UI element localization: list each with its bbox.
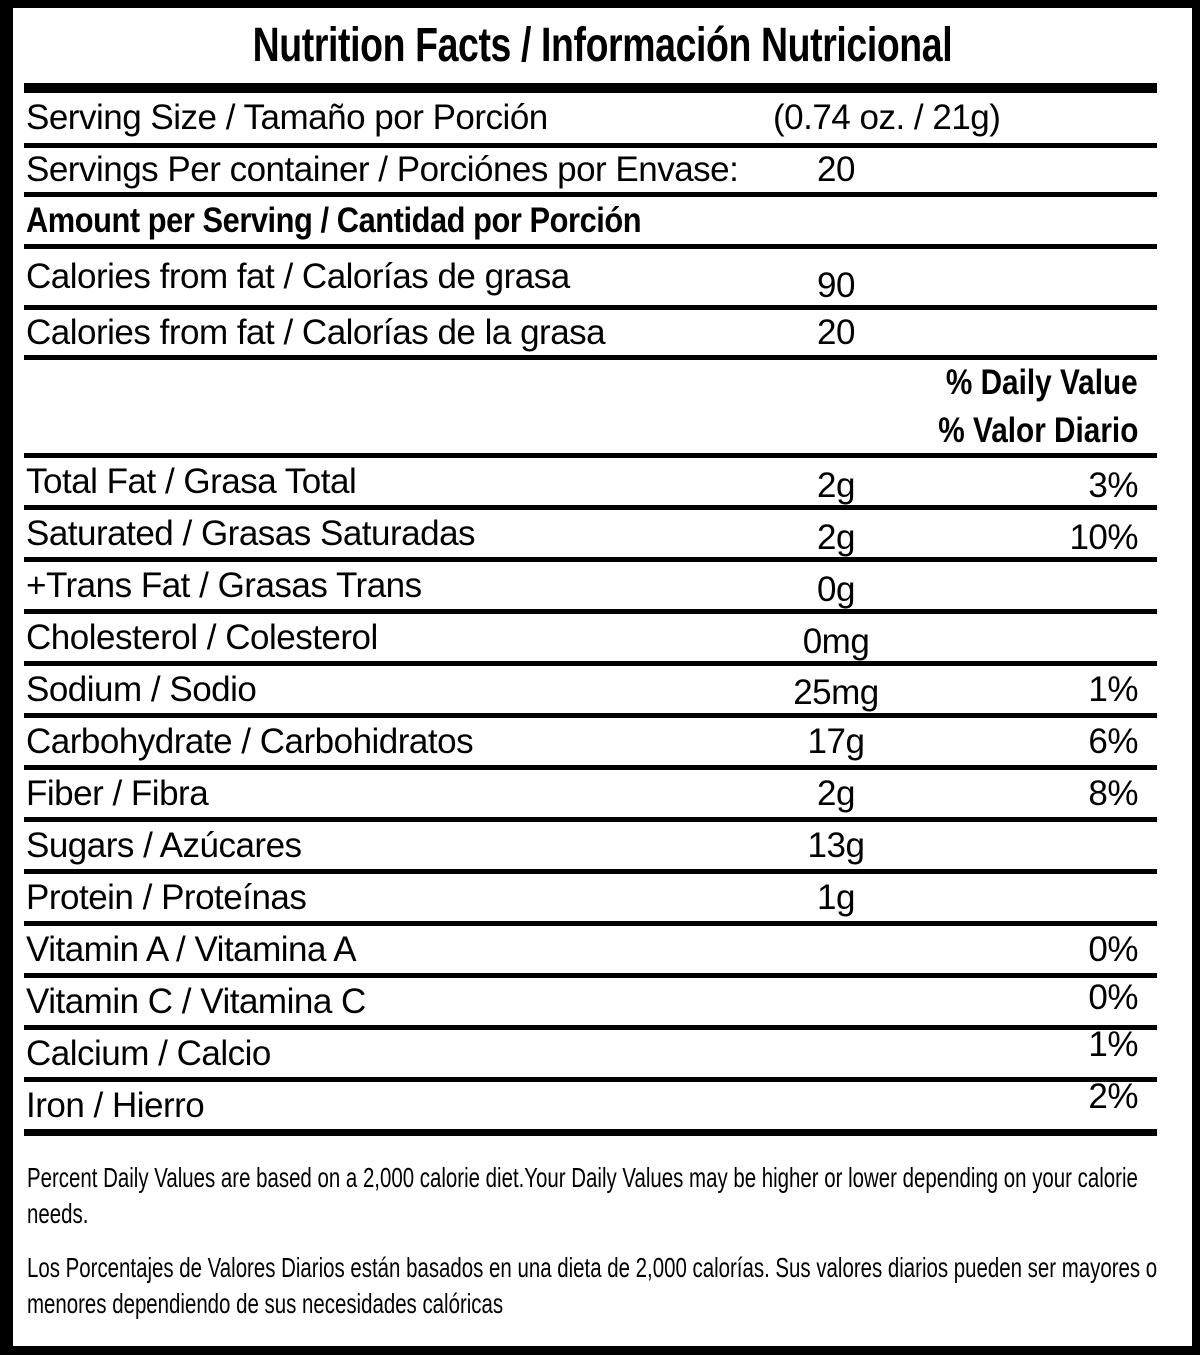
total-fat-amount: 2g bbox=[817, 465, 855, 505]
amount-per-serving-heading: Amount per Serving / Cantidad por Porció… bbox=[26, 200, 642, 240]
row-servings-per-container: Servings Per container / Porciónes por E… bbox=[24, 148, 1157, 197]
fiber-daily-value: 8% bbox=[1088, 773, 1138, 813]
footnote-spanish: Los Porcentajes de Valores Diarios están… bbox=[27, 1252, 1158, 1319]
sodium-daily-value: 1% bbox=[1088, 669, 1138, 709]
sodium-label: Sodium / Sodio bbox=[26, 669, 257, 709]
calories-from-fat-2-value: 20 bbox=[817, 312, 855, 352]
daily-value-heading-en: % Daily Value bbox=[946, 362, 1138, 402]
row-fiber: Fiber / Fibra 2g 8% bbox=[24, 770, 1157, 822]
serving-size-value: (0.74 oz. / 21g) bbox=[773, 98, 1001, 137]
row-amount-per-serving-heading: Amount per Serving / Cantidad por Porció… bbox=[24, 197, 1157, 249]
servings-per-container-value: 20 bbox=[817, 150, 855, 189]
calories-from-fat-1-value: 90 bbox=[817, 266, 855, 305]
trans-fat-amount: 0g bbox=[817, 569, 855, 609]
row-sugars: Sugars / Azúcares 13g bbox=[24, 822, 1157, 874]
row-calories-from-fat-1: Calories from fat / Calorías de grasa 90 bbox=[24, 249, 1157, 310]
vitamin-a-daily-value: 0% bbox=[1088, 929, 1138, 969]
fiber-label: Fiber / Fibra bbox=[26, 773, 209, 813]
label-rows: Serving Size / Tamaño por Porción (0.74 … bbox=[24, 93, 1157, 1136]
calcium-label: Calcium / Calcio bbox=[26, 1033, 271, 1073]
row-trans-fat: +Trans Fat / Grasas Trans 0g bbox=[24, 562, 1157, 614]
row-calcium: Calcium / Calcio 1% bbox=[24, 1025, 1157, 1082]
sodium-amount: 25mg bbox=[793, 672, 879, 712]
cholesterol-label: Cholesterol / Colesterol bbox=[26, 617, 378, 657]
row-protein: Protein / Proteínas 1g bbox=[24, 874, 1157, 926]
servings-per-container-label: Servings Per container / Porciónes por E… bbox=[26, 150, 739, 189]
vitamin-a-label: Vitamin A / Vitamina A bbox=[26, 929, 357, 969]
vitamin-c-label: Vitamin C / Vitamina C bbox=[26, 981, 366, 1021]
title-divider-bar bbox=[24, 83, 1157, 93]
daily-value-heading-block: % Daily Value % Valor Diario bbox=[24, 360, 1157, 458]
label-title-text: Nutrition Facts / Información Nutriciona… bbox=[252, 19, 953, 72]
iron-daily-value: 2% bbox=[1088, 1076, 1138, 1116]
saturated-fat-amount: 2g bbox=[817, 517, 855, 557]
cholesterol-amount: 0mg bbox=[802, 621, 870, 661]
trans-fat-label: +Trans Fat / Grasas Trans bbox=[26, 565, 422, 605]
row-vitamin-c: Vitamin C / Vitamina C 0% bbox=[24, 978, 1157, 1030]
carbohydrate-amount: 17g bbox=[807, 721, 865, 761]
row-iron: Iron / Hierro 2% bbox=[24, 1077, 1157, 1136]
protein-amount: 1g bbox=[817, 877, 855, 917]
fiber-amount: 2g bbox=[817, 773, 855, 813]
saturated-fat-label: Saturated / Grasas Saturadas bbox=[26, 513, 476, 553]
row-saturated-fat: Saturated / Grasas Saturadas 2g 10% bbox=[24, 510, 1157, 562]
footnotes: Percent Daily Values are based on a 2,00… bbox=[27, 1160, 1192, 1322]
row-total-fat: Total Fat / Grasa Total 2g 3% bbox=[24, 458, 1157, 510]
calories-from-fat-1-label: Calories from fat / Calorías de grasa bbox=[26, 257, 570, 296]
row-carbohydrate: Carbohydrate / Carbohidratos 17g 6% bbox=[24, 718, 1157, 770]
sugars-label: Sugars / Azúcares bbox=[26, 825, 302, 865]
calories-from-fat-2-label: Calories from fat / Calorías de la grasa bbox=[26, 312, 606, 352]
total-fat-label: Total Fat / Grasa Total bbox=[26, 461, 357, 501]
sugars-amount: 13g bbox=[807, 825, 865, 865]
daily-value-heading-es: % Valor Diario bbox=[937, 410, 1138, 450]
row-serving-size: Serving Size / Tamaño por Porción (0.74 … bbox=[24, 93, 1157, 148]
total-fat-daily-value: 3% bbox=[1088, 465, 1138, 505]
saturated-fat-daily-value: 10% bbox=[1069, 517, 1138, 557]
row-calories-from-fat-2: Calories from fat / Calorías de la grasa… bbox=[24, 310, 1157, 360]
label-title: Nutrition Facts / Información Nutriciona… bbox=[13, 8, 1192, 83]
carbohydrate-label: Carbohydrate / Carbohidratos bbox=[26, 721, 474, 761]
calcium-daily-value: 1% bbox=[1088, 1024, 1138, 1064]
row-vitamin-a: Vitamin A / Vitamina A 0% bbox=[24, 926, 1157, 978]
carbohydrate-daily-value: 6% bbox=[1088, 721, 1138, 761]
serving-size-label: Serving Size / Tamaño por Porción bbox=[26, 98, 548, 137]
footnote-english: Percent Daily Values are based on a 2,00… bbox=[27, 1162, 1138, 1229]
protein-label: Protein / Proteínas bbox=[26, 877, 307, 917]
iron-label: Iron / Hierro bbox=[26, 1085, 205, 1125]
row-sodium: Sodium / Sodio 25mg 1% bbox=[24, 666, 1157, 718]
vitamin-c-daily-value: 0% bbox=[1088, 977, 1138, 1017]
row-cholesterol: Cholesterol / Colesterol 0mg bbox=[24, 614, 1157, 666]
